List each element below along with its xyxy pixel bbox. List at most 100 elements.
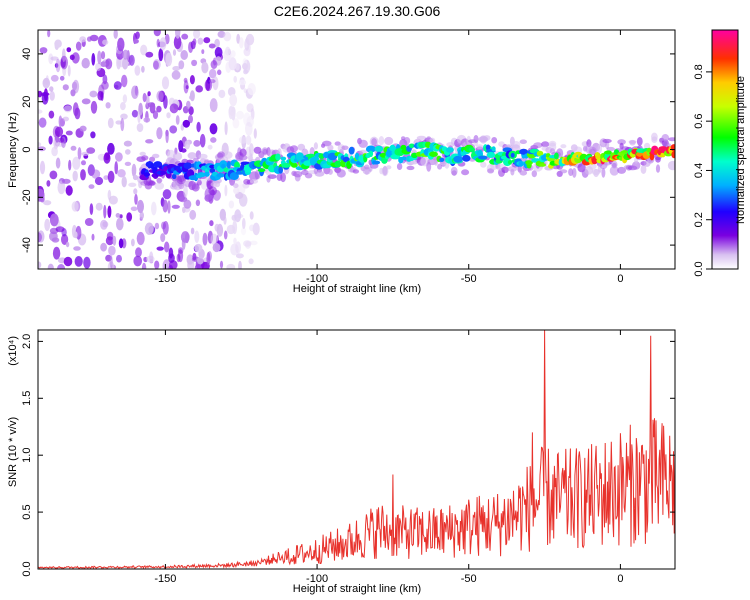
heatmap-cell — [280, 156, 287, 161]
heatmap-cell — [216, 223, 224, 237]
heatmap-cell — [49, 213, 59, 227]
heatmap-cell — [280, 172, 286, 183]
heatmap-cell — [199, 133, 206, 148]
heatmap-cell — [122, 94, 128, 104]
heatmap-cell — [141, 262, 147, 269]
heatmap-cell — [238, 155, 248, 161]
heatmap-cell — [354, 152, 360, 161]
heatmap-cell — [183, 80, 189, 94]
heatmap-cell — [51, 237, 60, 243]
heatmap-cell — [209, 168, 216, 174]
heatmap-cell — [162, 199, 168, 213]
heatmap-cell — [167, 200, 171, 214]
heatmap-cell — [195, 199, 201, 207]
heatmap-cell — [113, 81, 122, 90]
chart-title: C2E6.2024.267.19.30.G06 — [274, 3, 441, 19]
heatmap-cell — [107, 189, 112, 201]
heatmap-cell — [670, 144, 675, 152]
heatmap-cell — [313, 142, 318, 150]
heatmap-cell — [517, 165, 522, 173]
heatmap-cell — [334, 141, 341, 146]
heatmap-cell — [115, 152, 123, 162]
heatmap-cell — [120, 102, 126, 111]
spectrogram-y-axis-label: Frequency (Hz) — [7, 112, 19, 188]
heatmap-cell — [128, 182, 137, 187]
heatmap-cell — [208, 79, 216, 84]
snr-frame — [37, 329, 676, 570]
heatmap-cell — [162, 259, 171, 269]
heatmap-cell — [358, 139, 368, 148]
heatmap-cell — [210, 233, 218, 246]
heatmap-cell — [89, 203, 94, 216]
heatmap-cell — [297, 143, 306, 151]
heatmap-cell — [233, 237, 237, 245]
heatmap-cell — [232, 220, 238, 235]
heatmap-cell — [123, 140, 132, 147]
heatmap-cell — [253, 128, 257, 139]
heatmap-cell — [121, 176, 127, 188]
heatmap-cell — [112, 235, 117, 246]
heatmap-cell — [604, 150, 612, 155]
heatmap-cell — [108, 245, 116, 256]
heatmap-cell — [143, 117, 151, 123]
heatmap-cell — [208, 43, 216, 49]
heatmap-cell — [224, 184, 228, 197]
heatmap-cell — [105, 102, 111, 109]
heatmap-cell — [156, 246, 164, 251]
heatmap-cell — [130, 206, 138, 212]
y-tick-label: 2.0 — [21, 334, 33, 349]
heatmap-cell — [133, 255, 142, 267]
heatmap-cell — [172, 49, 177, 56]
heatmap-cell — [103, 204, 107, 219]
heatmap-cell — [201, 61, 209, 74]
heatmap-cell — [533, 142, 543, 149]
heatmap-cell — [107, 205, 112, 218]
heatmap-cell — [126, 212, 133, 222]
heatmap-cell — [137, 199, 144, 214]
x-tick-label: -50 — [461, 573, 477, 585]
heatmap-cell — [178, 60, 185, 70]
heatmap-cell — [145, 139, 154, 144]
heatmap-cell — [629, 140, 636, 146]
heatmap-cell — [510, 152, 515, 158]
heatmap-cell — [117, 37, 125, 52]
heatmap-cell — [142, 92, 147, 103]
heatmap-cell — [154, 260, 160, 269]
heatmap-cell — [193, 140, 201, 147]
heatmap-cell — [160, 233, 166, 243]
heatmap-cell — [125, 149, 131, 155]
heatmap-cell — [247, 83, 256, 96]
heatmap-cell — [65, 130, 73, 136]
heatmap-cell — [38, 142, 42, 147]
snr-series-line — [38, 330, 675, 569]
heatmap-cell — [47, 30, 51, 38]
heatmap-cell — [226, 263, 236, 269]
heatmap-cell — [145, 51, 154, 58]
colorbar-tick-label: 0.0 — [693, 261, 705, 276]
heatmap-cell — [501, 166, 509, 173]
heatmap-cell — [228, 106, 236, 116]
heatmap-cell — [51, 146, 58, 157]
heatmap-cell — [183, 199, 192, 209]
heatmap-cell — [165, 52, 173, 67]
heatmap-cell — [147, 91, 151, 97]
heatmap-cell — [322, 140, 332, 147]
heatmap-cell — [611, 160, 618, 169]
heatmap-cell — [55, 157, 61, 169]
heatmap-cell — [429, 151, 438, 157]
heatmap-cell — [486, 151, 496, 158]
heatmap-cell — [151, 201, 157, 216]
heatmap-cell — [172, 152, 183, 161]
colorbar-tick-label: 0.4 — [693, 163, 705, 178]
x-tick-label: 0 — [617, 273, 623, 285]
heatmap-cell — [136, 123, 144, 133]
heatmap-cell — [609, 166, 619, 176]
heatmap-cell — [245, 135, 252, 145]
heatmap-cell — [61, 178, 71, 184]
heatmap-cell — [62, 84, 69, 91]
x-tick-label: -100 — [306, 273, 328, 285]
heatmap-cell — [173, 104, 179, 110]
heatmap-cell — [341, 145, 349, 151]
heatmap-cell — [378, 136, 385, 146]
heatmap-cell — [572, 167, 577, 178]
